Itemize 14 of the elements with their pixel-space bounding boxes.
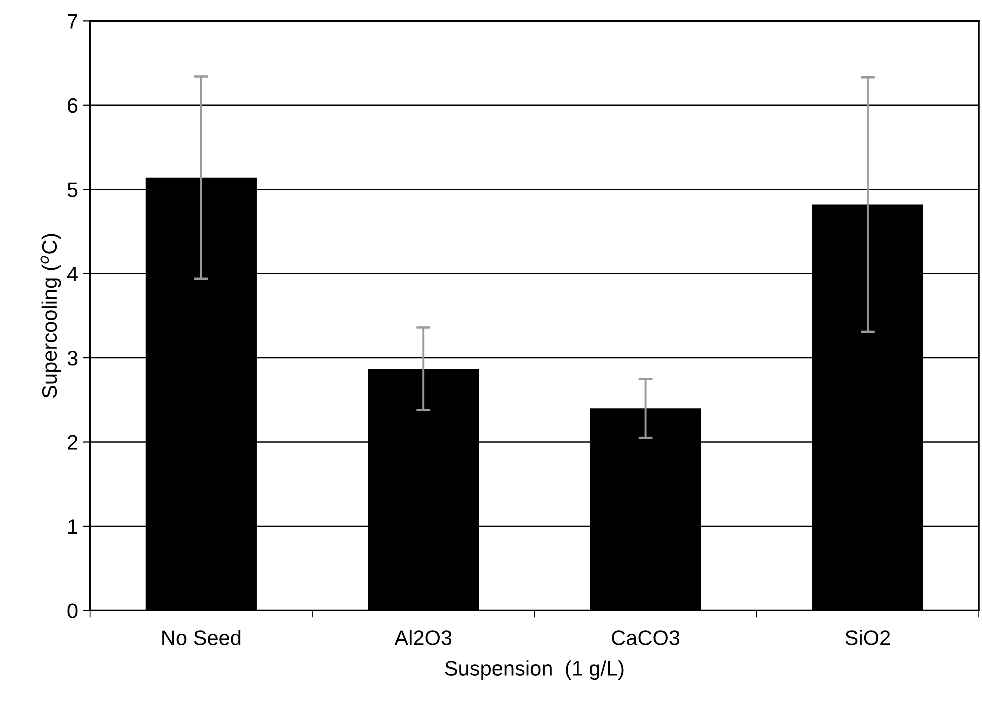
x-tick-label: No Seed	[162, 630, 241, 646]
y-tick-label: 4	[67, 267, 78, 282]
x-tick-label: SiO2	[846, 630, 890, 646]
y-tick-label: 5	[68, 182, 78, 198]
y-tick-label: 3	[68, 351, 78, 366]
x-tick-label: CaCO3	[612, 630, 680, 646]
x-tick-label: Al2O3	[394, 630, 452, 646]
y-tick-label: 6	[68, 98, 78, 114]
y-tick-label: 2	[68, 435, 78, 450]
x-axis-title: Suspension (1 g/L)	[445, 660, 624, 680]
y-axis-title: Supercooling ($^{o}$C)	[40, 234, 62, 398]
y-tick-label: 7	[68, 14, 78, 29]
y-tick-label: 0	[68, 604, 78, 618]
y-tick-label: 1	[68, 520, 78, 534]
